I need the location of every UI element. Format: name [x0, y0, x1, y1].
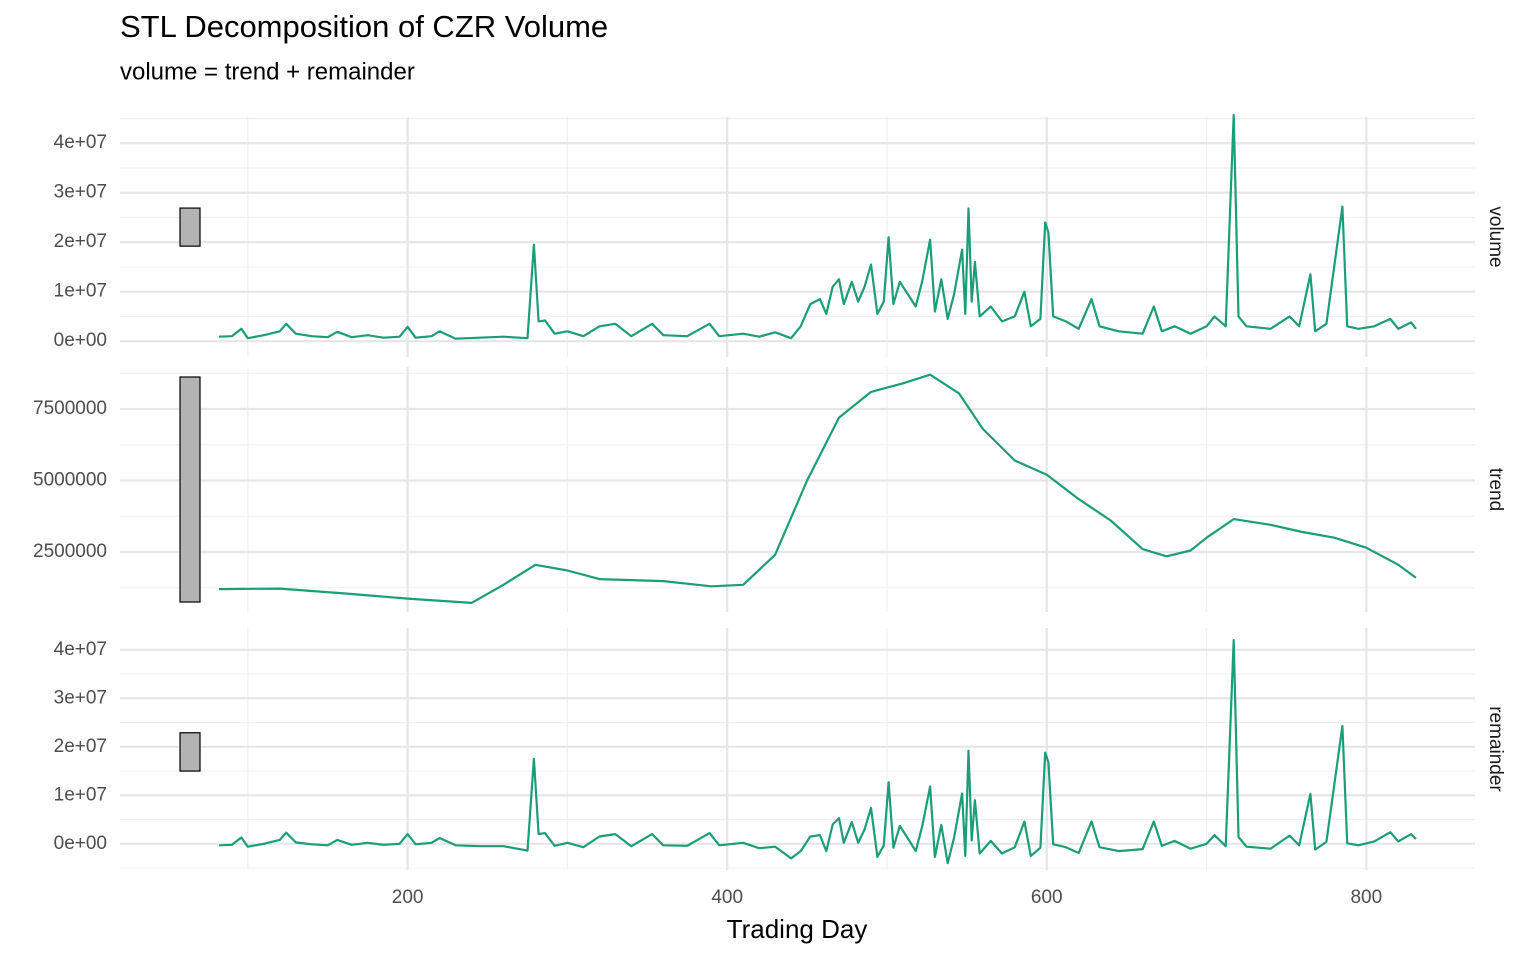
facet-label: trend	[1485, 468, 1506, 511]
y-tick-label: 1e+07	[54, 784, 107, 805]
y-tick-label: 0e+00	[54, 833, 107, 854]
y-tick-label: 4e+07	[54, 132, 107, 153]
x-tick-label: 200	[392, 887, 424, 908]
facet-label: volume	[1485, 206, 1506, 267]
y-tick-label: 4e+07	[54, 639, 107, 660]
y-tick-label: 2500000	[33, 541, 107, 562]
scale-bar	[179, 732, 201, 772]
x-tick-label: 800	[1350, 887, 1382, 908]
y-tick-label: 0e+00	[54, 330, 107, 351]
y-tick-label: 3e+07	[54, 687, 107, 708]
y-tick-label: 1e+07	[54, 281, 107, 302]
data-line	[219, 373, 1417, 604]
data-line	[219, 639, 1417, 865]
chart-title: STL Decomposition of CZR Volume	[120, 9, 608, 44]
data-line	[219, 113, 1417, 340]
x-axis-title: Trading Day	[727, 914, 868, 944]
y-tick-label: 5000000	[33, 470, 107, 491]
y-tick-label: 2e+07	[54, 231, 107, 252]
y-tick-label: 7500000	[33, 398, 107, 419]
chart-subtitle: volume = trend + remainder	[120, 58, 415, 85]
y-tick-label: 2e+07	[54, 736, 107, 757]
scale-bar	[179, 207, 201, 247]
x-tick-label: 400	[711, 887, 743, 908]
facet-label: remainder	[1485, 706, 1506, 792]
x-tick-label: 600	[1031, 887, 1063, 908]
y-tick-label: 3e+07	[54, 182, 107, 203]
scale-bar	[179, 376, 201, 603]
